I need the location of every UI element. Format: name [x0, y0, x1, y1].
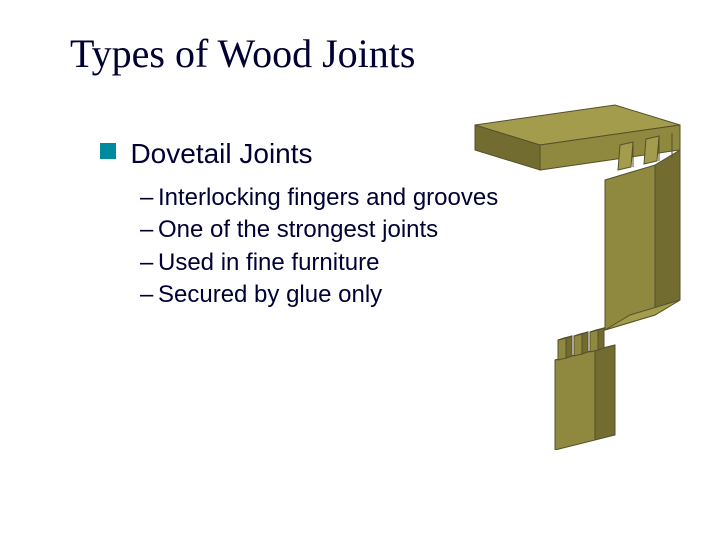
dash-icon: – — [140, 247, 158, 279]
slide: Types of Wood Joints Dovetail Joints –In… — [0, 0, 720, 540]
sub-bullet-item: –Interlocking fingers and grooves — [140, 182, 498, 214]
sub-bullet-text: Interlocking fingers and grooves — [158, 184, 498, 211]
dash-icon: – — [140, 214, 158, 246]
page-title: Types of Wood Joints — [70, 30, 415, 77]
dash-icon: – — [140, 279, 158, 311]
sub-bullet-item: –Used in fine furniture — [140, 247, 498, 279]
sub-bullet-item: –One of the strongest joints — [140, 214, 498, 246]
bullet-level-1: Dovetail Joints — [100, 138, 313, 170]
sub-bullet-text: One of the strongest joints — [158, 216, 438, 243]
bullet-square-icon — [100, 143, 116, 159]
bullet-label: Dovetail Joints — [130, 138, 312, 169]
sub-bullet-item: –Secured by glue only — [140, 279, 498, 311]
dash-icon: – — [140, 182, 158, 214]
sub-bullet-list: –Interlocking fingers and grooves –One o… — [140, 182, 498, 312]
assembled-joint-icon — [475, 105, 680, 330]
sub-bullet-text: Used in fine furniture — [158, 249, 379, 276]
sub-bullet-text: Secured by glue only — [158, 281, 382, 308]
tail-board-icon — [555, 328, 615, 450]
dovetail-illustration — [455, 90, 695, 450]
